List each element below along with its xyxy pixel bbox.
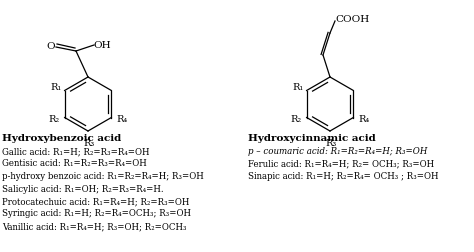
Text: Ferulic acid: R₁=R₄=H; R₂= OCH₃; R₃=OH: Ferulic acid: R₁=R₄=H; R₂= OCH₃; R₃=OH: [248, 159, 434, 168]
Text: O: O: [46, 41, 55, 50]
Text: Hydroxycinnamic acid: Hydroxycinnamic acid: [248, 134, 376, 142]
Text: COOH: COOH: [336, 14, 370, 23]
Text: R₁: R₁: [50, 83, 61, 92]
Text: OH: OH: [93, 40, 111, 49]
Text: p-hydroxy benzoic acid: R₁=R₂=R₄=H; R₃=OH: p-hydroxy benzoic acid: R₁=R₂=R₄=H; R₃=O…: [2, 171, 204, 180]
Text: Gallic acid: R₁=H; R₂=R₃=R₄=OH: Gallic acid: R₁=H; R₂=R₃=R₄=OH: [2, 146, 149, 155]
Text: Vanillic acid: R₁=R₄=H; R₃=OH; R₂=OCH₃: Vanillic acid: R₁=R₄=H; R₃=OH; R₂=OCH₃: [2, 221, 186, 230]
Text: Sinapic acid: R₁=H; R₂=R₄= OCH₃ ; R₃=OH: Sinapic acid: R₁=H; R₂=R₄= OCH₃ ; R₃=OH: [248, 171, 438, 180]
Text: R₃: R₃: [325, 138, 337, 147]
Text: Hydroxybenzoic acid: Hydroxybenzoic acid: [2, 134, 121, 142]
Text: Gentisic acid: R₁=R₂=R₃=R₄=OH: Gentisic acid: R₁=R₂=R₃=R₄=OH: [2, 159, 147, 168]
Text: Syringic acid: R₁=H; R₂=R₄=OCH₃; R₃=OH: Syringic acid: R₁=H; R₂=R₄=OCH₃; R₃=OH: [2, 209, 191, 218]
Text: R₂: R₂: [290, 115, 301, 123]
Text: Protocatechuic acid: R₁=R₄=H; R₂=R₃=OH: Protocatechuic acid: R₁=R₄=H; R₂=R₃=OH: [2, 196, 190, 205]
Text: R₂: R₂: [48, 115, 59, 123]
Text: Salicylic acid: R₁=OH; R₂=R₃=R₄=H.: Salicylic acid: R₁=OH; R₂=R₃=R₄=H.: [2, 184, 164, 193]
Text: R₃: R₃: [83, 138, 95, 147]
Text: p – coumaric acid: R₁=R₂=R₄=H; R₃=OH: p – coumaric acid: R₁=R₂=R₄=H; R₃=OH: [248, 146, 428, 155]
Text: R₁: R₁: [292, 83, 303, 92]
Text: R₄: R₄: [117, 115, 128, 123]
Text: R₄: R₄: [359, 115, 370, 123]
